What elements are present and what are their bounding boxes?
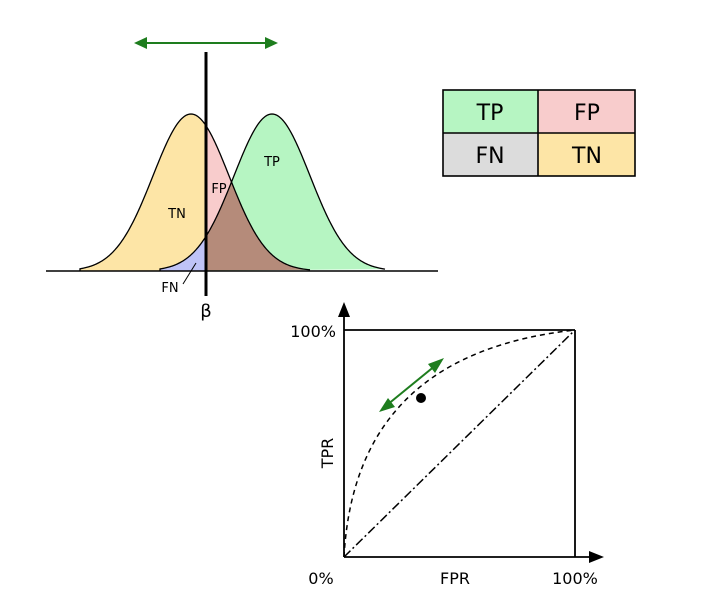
cell-fn [443,133,538,176]
confusion-matrix: TP FP FN TN [442,89,636,177]
roc-x-axis-label: FPR [440,569,470,588]
distribution-panel: TN FP TP FN β [46,37,438,322]
fn-leader-line [182,262,197,285]
cell-fp [538,90,635,133]
tn-label: TN [167,207,186,222]
roc-panel: 100% 0% FPR 100% TPR [290,302,604,588]
cell-tn-label: TN [571,144,602,169]
roc-y-max-label: 100% [290,322,336,341]
roc-y-axis-arrow-icon [338,302,350,317]
cell-tp-label: TP [476,101,504,126]
roc-x-max-label: 100% [552,569,598,588]
roc-chance-diagonal [343,329,576,558]
roc-y-axis-label: TPR [318,438,337,470]
positive-class-curve [159,113,386,271]
tn-region [80,114,206,271]
cell-fp-label: FP [574,101,600,126]
roc-origin-label: 0% [308,569,333,588]
threshold-label: β [200,301,212,322]
threshold-move-arrow-icon [134,37,278,49]
roc-x-axis-arrow-icon [589,551,604,563]
fn-region [160,236,206,271]
tp-label: TP [263,155,280,170]
cell-tn [538,133,635,176]
roc-operating-point[interactable] [416,393,426,403]
operating-point-move-arrow-icon [379,358,444,412]
fn-label: FN [161,281,178,296]
negative-class-curve [79,113,311,271]
cell-fn-label: FN [475,144,504,169]
roc-curve [343,329,576,558]
fp-label: FP [211,182,226,197]
cell-tp [443,90,538,133]
